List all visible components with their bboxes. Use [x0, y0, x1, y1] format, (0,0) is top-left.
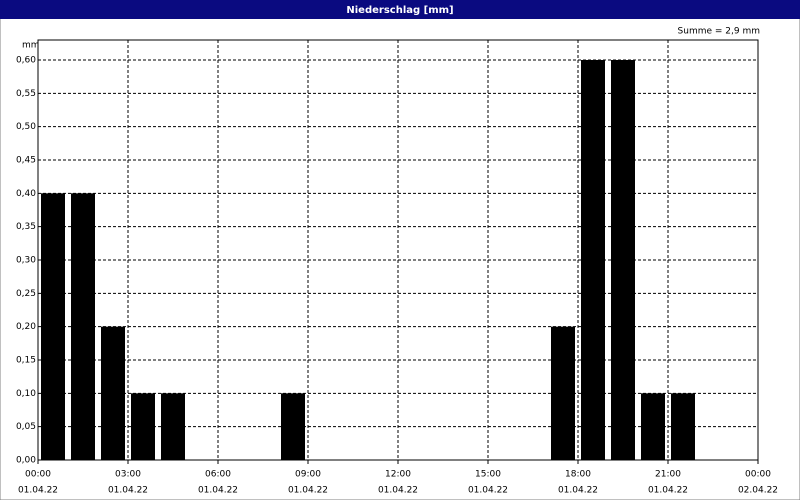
x-tick-date: 01.04.22: [378, 486, 418, 496]
x-tick-label: 00:00: [745, 470, 771, 480]
y-tick-label: 0,00: [16, 456, 36, 466]
title-bar: [0, 0, 800, 19]
x-tick-date: 02.04.22: [738, 486, 778, 496]
x-tick-date: 01.04.22: [18, 486, 58, 496]
x-tick-label: 18:00: [565, 470, 591, 480]
x-tick-date: 01.04.22: [648, 486, 688, 496]
y-tick-label: 0,60: [16, 56, 36, 66]
x-tick-date: 01.04.22: [558, 486, 598, 496]
y-tick-label: 0,25: [16, 289, 36, 299]
bar: [551, 326, 575, 460]
y-tick-label: 0,55: [16, 89, 36, 99]
annotation: Summe = 2,9 mm: [678, 27, 760, 37]
x-tick-label: 09:00: [295, 470, 321, 480]
x-tick-label: 03:00: [115, 470, 141, 480]
bar: [641, 393, 665, 460]
bar: [671, 393, 695, 460]
x-tick-date: 01.04.22: [468, 486, 508, 496]
x-tick-label: 06:00: [205, 470, 231, 480]
y-axis-label: mm: [22, 41, 40, 51]
bar: [131, 393, 155, 460]
y-tick-label: 0,40: [16, 189, 36, 199]
bar: [71, 193, 95, 461]
x-tick-date: 01.04.22: [108, 486, 148, 496]
x-tick-label: 12:00: [385, 470, 411, 480]
bar: [41, 193, 65, 461]
y-tick-label: 0,05: [16, 422, 36, 432]
y-tick-label: 0,35: [16, 222, 36, 232]
bar: [161, 393, 185, 460]
bar: [581, 60, 605, 460]
bar: [611, 60, 635, 460]
x-tick-label: 21:00: [655, 470, 681, 480]
y-tick-label: 0,50: [16, 122, 36, 132]
y-tick-label: 0,45: [16, 156, 36, 166]
y-tick-label: 0,10: [16, 389, 36, 399]
bar: [101, 326, 125, 460]
bar: [281, 393, 305, 460]
chart-title: Niederschlag [mm]: [346, 5, 453, 16]
y-tick-label: 0,15: [16, 356, 36, 366]
x-tick-label: 15:00: [475, 470, 501, 480]
x-tick-date: 01.04.22: [288, 486, 328, 496]
x-tick-date: 01.04.22: [198, 486, 238, 496]
y-tick-label: 0,20: [16, 322, 36, 332]
x-tick-label: 00:00: [25, 470, 51, 480]
y-tick-label: 0,30: [16, 256, 36, 266]
